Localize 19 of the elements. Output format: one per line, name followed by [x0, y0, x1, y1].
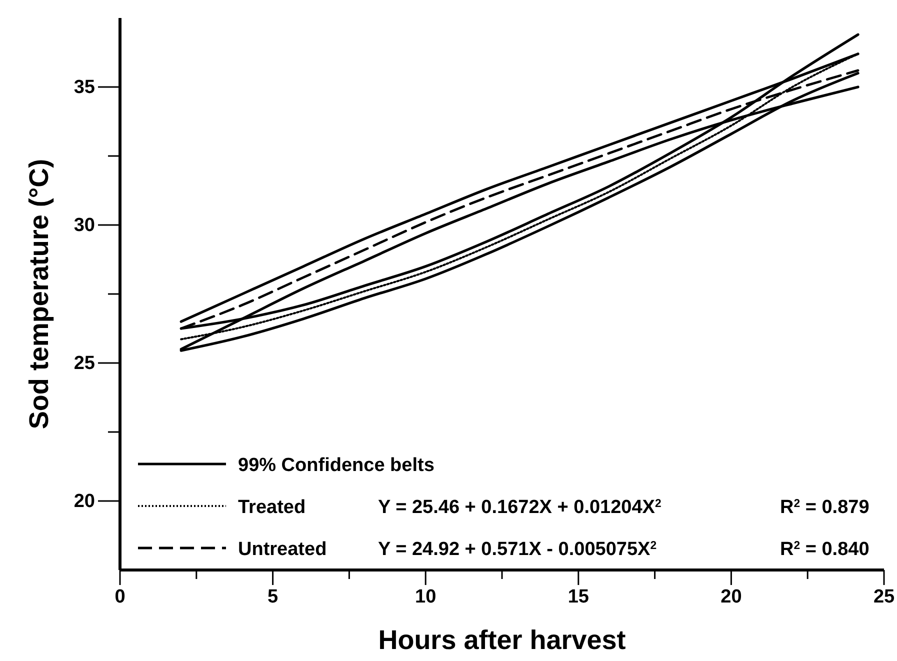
x-tick-label: 15 [568, 586, 590, 608]
x-tick-label: 0 [114, 586, 126, 608]
x-tick-label: 20 [720, 586, 742, 608]
annotation: R$^{2}$ = 0.840 [780, 539, 870, 560]
legend-label: Treated [238, 497, 306, 518]
y-tick-label: 35 [74, 77, 96, 98]
annotation: Y = 25.46 + 0.1672X + 0.01204X$^{2}$ [378, 497, 662, 518]
y-axis-title: Sod temperature (°C) [24, 158, 54, 430]
x-tick-label: 5 [268, 586, 279, 608]
legend-label: Untreated [238, 539, 327, 560]
x-tick-label: 10 [415, 586, 436, 608]
annotation: Y = 24.92 + 0.571X - 0.005075X$^{2}$ [378, 539, 657, 560]
legend-label: 99% Confidence belts [238, 455, 434, 476]
annotation: R$^{2}$ = 0.879 [780, 497, 870, 518]
x-tick-label: 25 [873, 586, 895, 608]
y-tick-label: 30 [74, 215, 95, 236]
y-tick-label: 20 [74, 491, 95, 512]
y-tick-label: 25 [74, 353, 96, 374]
x-axis-title: Hours after harvest [378, 625, 626, 655]
